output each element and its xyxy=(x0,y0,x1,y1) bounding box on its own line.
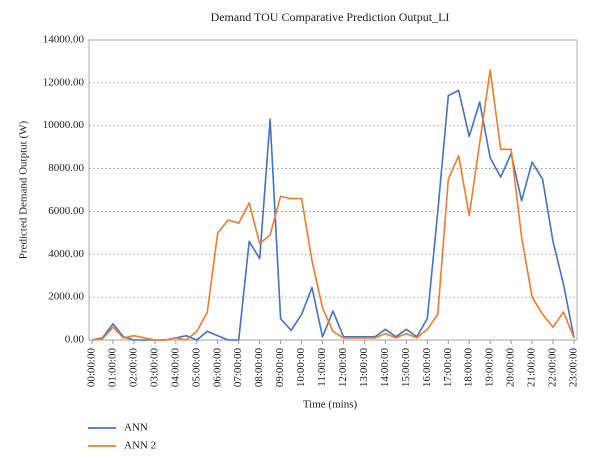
y-tick-label: 0.00 xyxy=(65,334,85,346)
x-tick-label: 01:00:00 xyxy=(106,348,118,388)
x-tick-label: 06:00:00 xyxy=(211,348,223,388)
x-axis-title: Time (mins) xyxy=(303,399,358,411)
x-tick-label: 05:00:00 xyxy=(190,348,202,388)
x-tick-label: 11:00:00 xyxy=(316,348,328,387)
legend-item: ANN xyxy=(88,422,148,434)
x-tick-label: 13:00:00 xyxy=(358,348,370,388)
y-axis-title: Predicted Demand Outptut (W) xyxy=(18,120,30,259)
x-tick-label: 23:00:00 xyxy=(568,348,580,388)
y-tick-label: 8000.00 xyxy=(48,162,84,174)
series-line xyxy=(91,89,575,341)
x-tick-label: 12:00:00 xyxy=(337,348,349,388)
x-tick-label: 21:00:00 xyxy=(526,348,538,388)
x-tick-label: 20:00:00 xyxy=(505,348,517,388)
x-tick-label: 09:00:00 xyxy=(274,348,286,388)
x-tick-label: 14:00:00 xyxy=(379,348,391,388)
y-tick-label: 6000.00 xyxy=(48,205,84,217)
legend-label: ANN 2 xyxy=(124,440,156,452)
x-tick-label: 00:00:00 xyxy=(86,348,98,388)
x-tick-label: 19:00:00 xyxy=(484,348,496,388)
x-tick-label: 04:00:00 xyxy=(169,348,181,388)
y-tick-label: 4000.00 xyxy=(48,248,84,260)
y-tick-label: 12000.00 xyxy=(43,76,85,88)
chart-title: Demand TOU Comparative Prediction Output… xyxy=(211,10,450,24)
x-tick-label: 02:00:00 xyxy=(127,348,139,388)
y-tick-label: 2000.00 xyxy=(48,291,84,303)
plot-frame xyxy=(88,39,578,341)
x-tick-label: 08:00:00 xyxy=(253,348,265,388)
x-tick-label: 15:00:00 xyxy=(400,348,412,388)
y-tick-label: 10000.00 xyxy=(43,119,85,131)
legend-item: ANN 2 xyxy=(88,440,156,452)
series-line xyxy=(91,69,575,341)
y-tick-label: 14000.00 xyxy=(43,34,85,46)
x-tick-label: 16:00:00 xyxy=(421,348,433,388)
x-tick-label: 22:00:00 xyxy=(547,348,559,388)
legend-label: ANN xyxy=(124,422,148,434)
x-tick-label: 07:00:00 xyxy=(232,348,244,388)
x-tick-label: 17:00:00 xyxy=(442,348,454,388)
x-tick-label: 03:00:00 xyxy=(148,348,160,388)
x-tick-label: 10:00:00 xyxy=(295,348,307,388)
x-tick-label: 18:00:00 xyxy=(463,348,475,388)
